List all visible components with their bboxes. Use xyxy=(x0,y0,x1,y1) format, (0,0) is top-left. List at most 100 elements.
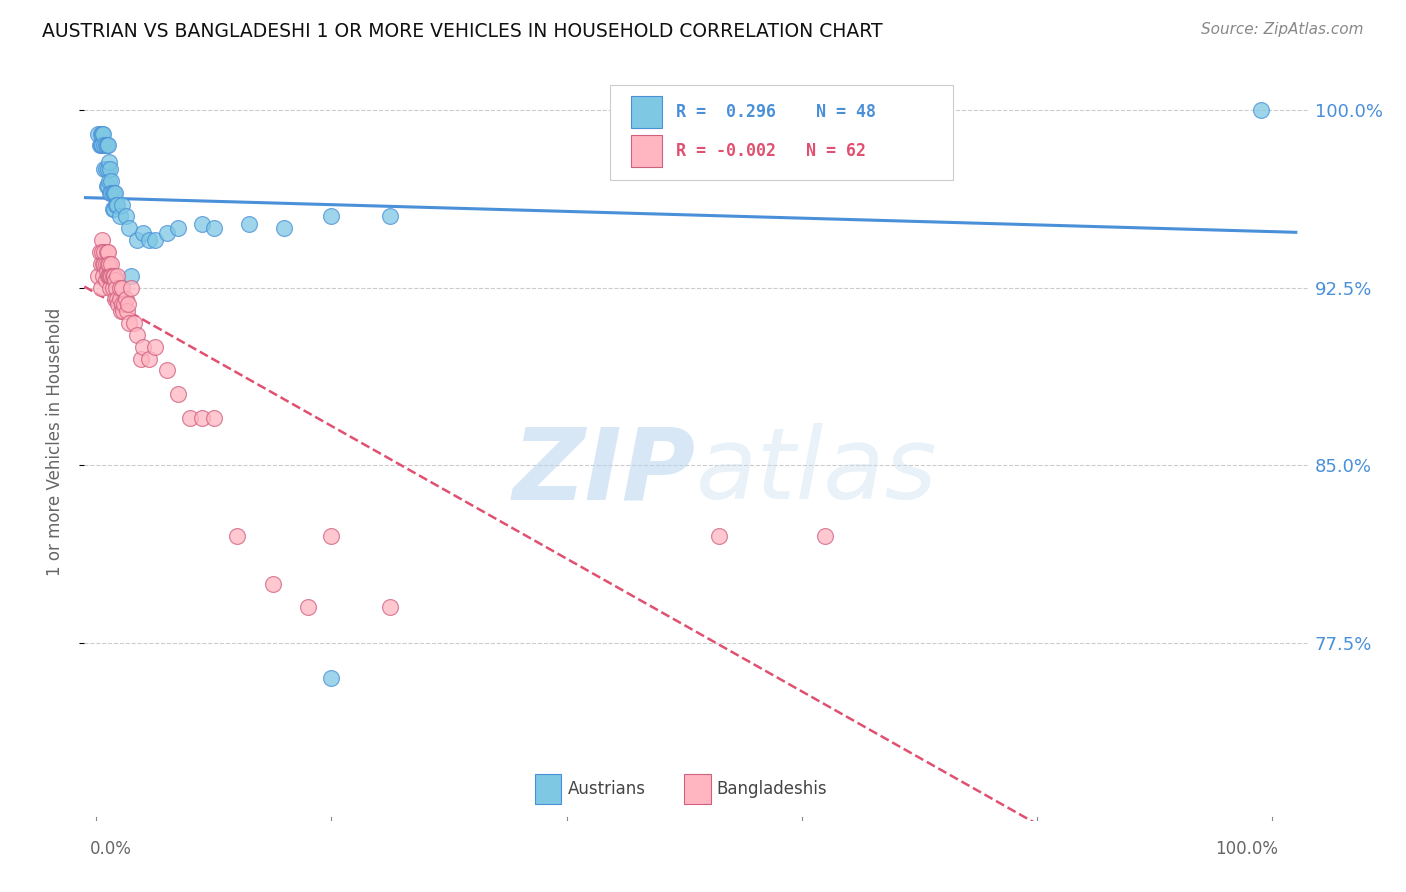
Point xyxy=(93,138,115,153)
Bar xyxy=(534,773,561,804)
Point xyxy=(89,244,111,259)
Point xyxy=(91,127,114,141)
Text: Bangladeshis: Bangladeshis xyxy=(717,780,827,797)
Point xyxy=(93,257,115,271)
Point xyxy=(132,340,155,354)
Point xyxy=(156,226,179,240)
Point xyxy=(108,280,131,294)
Point xyxy=(105,293,128,307)
Point xyxy=(91,244,114,259)
Point xyxy=(91,127,114,141)
Text: R = -0.002   N = 62: R = -0.002 N = 62 xyxy=(676,142,866,161)
Point xyxy=(118,221,141,235)
Point xyxy=(91,257,114,271)
Point xyxy=(90,127,112,141)
Point xyxy=(98,268,121,283)
Point xyxy=(93,244,115,259)
Point xyxy=(101,268,124,283)
Point xyxy=(91,233,114,247)
Bar xyxy=(631,136,662,167)
FancyBboxPatch shape xyxy=(610,85,953,180)
Point xyxy=(100,257,122,271)
Point xyxy=(127,233,149,247)
Text: 100.0%: 100.0% xyxy=(1215,839,1278,857)
Point xyxy=(101,186,124,200)
Bar xyxy=(683,773,710,804)
Text: AUSTRIAN VS BANGLADESHI 1 OR MORE VEHICLES IN HOUSEHOLD CORRELATION CHART: AUSTRIAN VS BANGLADESHI 1 OR MORE VEHICL… xyxy=(42,22,883,41)
Point xyxy=(94,273,117,287)
Point xyxy=(179,410,201,425)
Text: atlas: atlas xyxy=(696,424,938,520)
Point xyxy=(814,529,837,543)
Point xyxy=(167,221,190,235)
Point xyxy=(91,268,114,283)
Point xyxy=(191,217,214,231)
Point xyxy=(105,268,128,283)
Point xyxy=(97,268,120,283)
Point xyxy=(103,186,125,200)
Point xyxy=(112,304,135,318)
Point xyxy=(98,257,121,271)
Point xyxy=(91,138,114,153)
Text: Source: ZipAtlas.com: Source: ZipAtlas.com xyxy=(1201,22,1364,37)
Point xyxy=(238,217,260,231)
Point xyxy=(262,576,284,591)
Point xyxy=(108,293,131,307)
Point xyxy=(129,351,152,366)
Point xyxy=(103,202,125,217)
Point xyxy=(115,304,138,318)
Point xyxy=(90,138,112,153)
Text: Austrians: Austrians xyxy=(568,780,645,797)
Point xyxy=(105,280,128,294)
Point xyxy=(110,304,132,318)
Point xyxy=(87,268,110,283)
Point xyxy=(709,529,731,543)
Bar xyxy=(631,95,662,128)
Point xyxy=(297,600,319,615)
Point xyxy=(101,202,124,217)
Point xyxy=(90,257,112,271)
Point xyxy=(111,197,134,211)
Point xyxy=(98,162,121,177)
Point xyxy=(114,293,136,307)
Point xyxy=(104,273,127,287)
Point xyxy=(96,244,118,259)
Point xyxy=(111,297,134,311)
Point xyxy=(112,297,135,311)
Point xyxy=(226,529,249,543)
Point xyxy=(111,280,134,294)
Point xyxy=(108,210,131,224)
Point xyxy=(107,297,129,311)
Text: R =  0.296    N = 48: R = 0.296 N = 48 xyxy=(676,103,876,120)
Point xyxy=(127,327,149,342)
Point xyxy=(156,363,179,377)
Point xyxy=(321,529,343,543)
Point xyxy=(117,297,139,311)
Point xyxy=(93,162,115,177)
Point xyxy=(1250,103,1272,117)
Point xyxy=(202,221,225,235)
Point xyxy=(120,268,142,283)
Point xyxy=(167,387,190,401)
Point xyxy=(100,186,122,200)
Point xyxy=(97,178,120,193)
Point xyxy=(122,316,145,330)
Point xyxy=(202,410,225,425)
Point xyxy=(98,155,121,169)
Point xyxy=(103,268,125,283)
Point xyxy=(98,174,121,188)
Point xyxy=(97,257,120,271)
Point xyxy=(138,233,160,247)
Point xyxy=(100,174,122,188)
Point xyxy=(114,210,136,224)
Point xyxy=(191,410,214,425)
Point xyxy=(96,264,118,278)
Point xyxy=(321,672,343,686)
Point xyxy=(380,600,402,615)
Point xyxy=(87,127,110,141)
Point xyxy=(321,210,343,224)
Point xyxy=(97,162,120,177)
Point xyxy=(273,221,295,235)
Point xyxy=(143,233,166,247)
Point xyxy=(105,197,128,211)
